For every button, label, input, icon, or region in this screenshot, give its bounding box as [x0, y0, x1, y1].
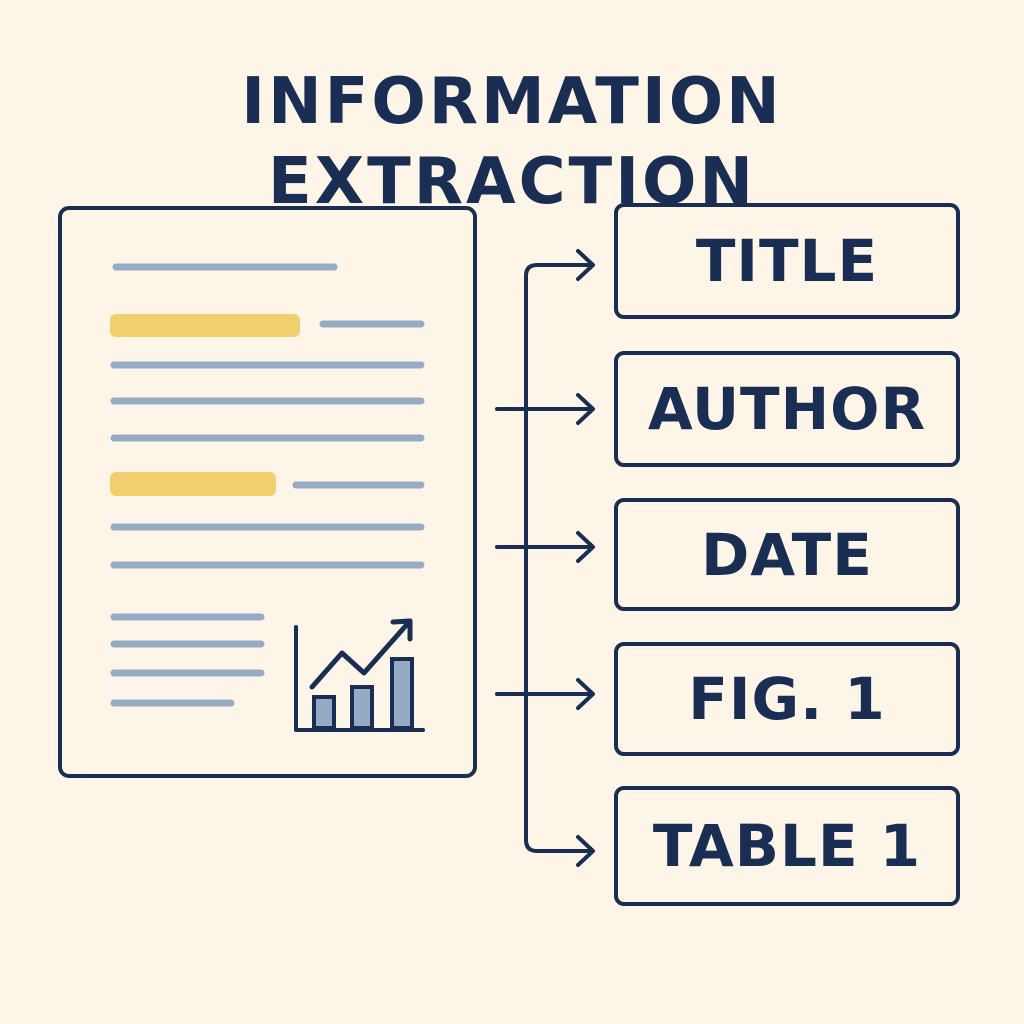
right-arrow-icon	[576, 531, 595, 563]
diagram-title: INFORMATION EXTRACTION	[241, 65, 783, 219]
field-label: AUTHOR	[647, 375, 927, 443]
field-title: TITLE	[614, 203, 960, 319]
chart-bar	[390, 657, 414, 730]
field-label: TITLE	[695, 227, 879, 295]
vertical-connector	[524, 263, 594, 853]
chart-axes	[294, 625, 425, 732]
field-fig-1: FIG. 1	[614, 642, 960, 756]
right-arrow-icon	[576, 678, 595, 710]
connector-lines	[495, 249, 595, 867]
chart-bar	[312, 695, 336, 730]
bar-chart-trend-icon	[294, 618, 425, 732]
document-text-lines	[110, 263, 425, 707]
field-label: TABLE 1	[652, 812, 922, 880]
right-arrow-icon	[576, 249, 595, 281]
right-arrow-icon	[576, 835, 595, 867]
right-arrow-icon	[576, 393, 595, 425]
field-label: FIG. 1	[688, 665, 886, 733]
field-table-1: TABLE 1	[614, 786, 960, 906]
field-label: DATE	[701, 520, 873, 589]
trend-line	[309, 618, 413, 690]
highlight-bar	[110, 314, 300, 337]
document-icon	[58, 206, 477, 778]
field-author: AUTHOR	[614, 351, 960, 467]
highlight-bar	[110, 472, 276, 496]
trend-arrowhead	[390, 618, 413, 642]
chart-bar	[350, 685, 374, 730]
field-date: DATE	[614, 498, 960, 611]
